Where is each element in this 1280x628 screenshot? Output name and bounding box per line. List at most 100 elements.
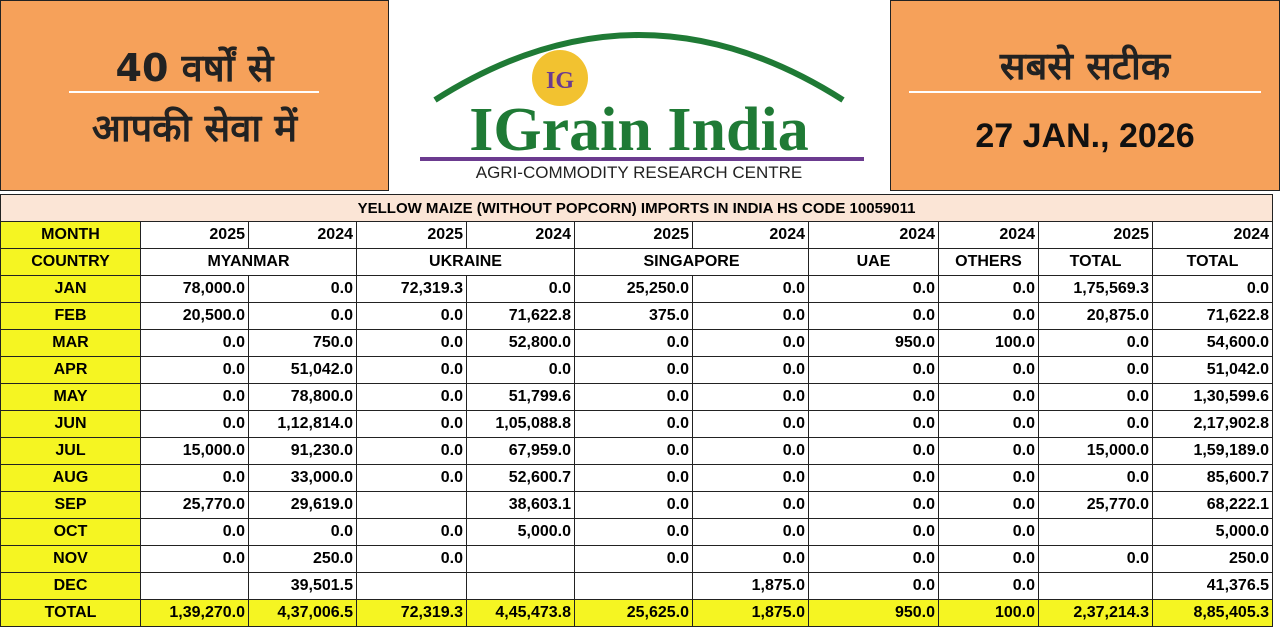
country-header: SINGAPORE <box>574 248 809 276</box>
value-cell: 0.0 <box>692 464 809 492</box>
value-cell: 0.0 <box>466 275 575 303</box>
value-cell: 0.0 <box>1038 356 1153 384</box>
value-cell: 52,800.0 <box>466 329 575 357</box>
total-cell: 8,85,405.3 <box>1151 599 1274 627</box>
value-cell: 15,000.0 <box>140 437 249 465</box>
value-cell: 0.0 <box>574 437 693 465</box>
value-cell: 0.0 <box>356 356 467 384</box>
value-cell: 1,875.0 <box>692 572 809 600</box>
value-cell: 0.0 <box>692 275 809 303</box>
value-cell: 0.0 <box>574 491 693 519</box>
country-header: TOTAL <box>1038 248 1153 276</box>
value-cell: 0.0 <box>808 302 939 330</box>
value-cell: 0.0 <box>808 572 939 600</box>
value-cell: 950.0 <box>808 329 939 357</box>
total-cell: 4,45,473.8 <box>466 599 575 627</box>
value-cell: 0.0 <box>1038 410 1153 438</box>
value-cell: 33,000.0 <box>248 464 357 492</box>
total-cell: 1,39,270.0 <box>140 599 249 627</box>
table-row: JUN 0.0 1,12,814.0 0.0 1,05,088.8 0.0 0.0 0.0 0.… <box>0 410 1274 438</box>
value-cell: 5,000.0 <box>466 518 575 546</box>
value-cell: 0.0 <box>356 302 467 330</box>
value-cell: 100.0 <box>938 329 1039 357</box>
country-header: MYANMAR <box>140 248 357 276</box>
total-cell: 25,625.0 <box>574 599 693 627</box>
value-cell: 0.0 <box>1038 464 1153 492</box>
month-label: NOV <box>0 545 141 573</box>
value-cell <box>466 572 575 600</box>
tagline: आपकी सेवा में <box>91 106 298 150</box>
total-cell: 4,37,006.5 <box>248 599 357 627</box>
date: 27 JAN., 2026 <box>975 117 1195 155</box>
value-cell: 78,800.0 <box>248 383 357 411</box>
table-row: AUG 0.0 33,000.0 0.0 52,600.7 0.0 0.0 0.0 0.0 0.0… <box>0 464 1274 492</box>
tagline: सबसे सटीक <box>999 44 1171 88</box>
month-label: FEB <box>0 302 141 330</box>
value-cell: 0.0 <box>938 572 1039 600</box>
value-cell: 0.0 <box>140 410 249 438</box>
value-cell: 0.0 <box>938 518 1039 546</box>
table-row: TOTAL 1,39,270.0 4,37,006.5 72,319.3 4,45,47… <box>0 599 1274 627</box>
value-cell: 0.0 <box>140 356 249 384</box>
year-header: 2024 <box>466 221 575 249</box>
value-cell: 750.0 <box>248 329 357 357</box>
value-cell: 1,30,599.6 <box>1151 383 1274 411</box>
table-row: FEB 20,500.0 0.0 0.0 71,622.8 375.0 0.0 0.0 0.0 2… <box>0 302 1274 330</box>
value-cell: 25,250.0 <box>574 275 693 303</box>
logo-badge: IG <box>546 68 574 94</box>
value-cell: 0.0 <box>938 464 1039 492</box>
value-cell: 67,959.0 <box>466 437 575 465</box>
value-cell: 25,770.0 <box>140 491 249 519</box>
logo-art: IG IGrain India AGRI-COMMODITY RESEARCH … <box>420 32 864 182</box>
value-cell <box>140 572 249 600</box>
total-label: TOTAL <box>0 599 141 627</box>
value-cell: 250.0 <box>1151 545 1274 573</box>
value-cell: 0.0 <box>692 410 809 438</box>
year-header: 2024 <box>692 221 809 249</box>
value-cell: 0.0 <box>140 383 249 411</box>
value-cell: 51,799.6 <box>466 383 575 411</box>
month-label: APR <box>0 356 141 384</box>
value-cell: 0.0 <box>938 383 1039 411</box>
value-cell: 0.0 <box>692 329 809 357</box>
tagline: 40 वर्षों से <box>115 46 274 90</box>
logo-circle <box>532 50 588 106</box>
row-header: COUNTRY <box>0 248 141 276</box>
value-cell: 0.0 <box>1151 275 1274 303</box>
total-cell: 2,37,214.3 <box>1038 599 1153 627</box>
value-cell: 0.0 <box>692 302 809 330</box>
year-header: 2024 <box>808 221 939 249</box>
divider <box>909 91 1261 93</box>
value-cell: 20,875.0 <box>1038 302 1153 330</box>
month-label: DEC <box>0 572 141 600</box>
table-row: MAY 0.0 78,800.0 0.0 51,799.6 0.0 0.0 0.0 0.0 0.0… <box>0 383 1274 411</box>
value-cell: 0.0 <box>574 410 693 438</box>
month-label: OCT <box>0 518 141 546</box>
value-cell: 0.0 <box>938 437 1039 465</box>
value-cell: 0.0 <box>574 383 693 411</box>
table-row: MONTH 2025 2024 2025 2024 2025 2024 2024 2024 202… <box>0 221 1274 249</box>
value-cell: 2,17,902.8 <box>1151 410 1274 438</box>
value-cell: 5,000.0 <box>1151 518 1274 546</box>
value-cell <box>356 572 467 600</box>
total-cell: 72,319.3 <box>356 599 467 627</box>
value-cell: 20,500.0 <box>140 302 249 330</box>
value-cell: 250.0 <box>248 545 357 573</box>
table-row: YELLOW MAIZE (WITHOUT POPCORN) IMPORTS I… <box>0 194 1274 222</box>
value-cell: 0.0 <box>692 437 809 465</box>
table-title: YELLOW MAIZE (WITHOUT POPCORN) IMPORTS I… <box>0 194 1274 222</box>
value-cell: 0.0 <box>808 464 939 492</box>
divider <box>69 91 319 93</box>
table-row: JUL 15,000.0 91,230.0 0.0 67,959.0 0.0 0.0 0.0 0… <box>0 437 1274 465</box>
year-header: 2024 <box>938 221 1039 249</box>
total-cell: 100.0 <box>938 599 1039 627</box>
logo-underline <box>420 157 864 161</box>
value-cell: 0.0 <box>356 383 467 411</box>
value-cell: 91,230.0 <box>248 437 357 465</box>
left-banner: 40 वर्षों से आपकी सेवा में <box>0 0 389 191</box>
value-cell: 0.0 <box>808 518 939 546</box>
value-cell: 0.0 <box>356 545 467 573</box>
value-cell: 0.0 <box>466 356 575 384</box>
value-cell: 25,770.0 <box>1038 491 1153 519</box>
value-cell <box>1038 572 1153 600</box>
